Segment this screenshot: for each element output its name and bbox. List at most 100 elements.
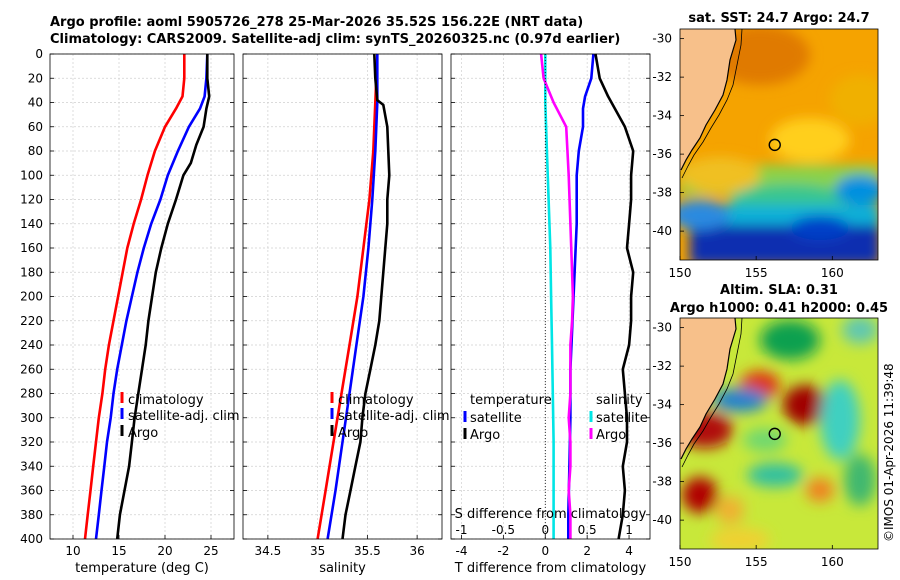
temperature-xtick-label: 10 — [65, 544, 80, 558]
sst-isobath — [681, 29, 743, 179]
sst-map-title: sat. SST: 24.7 Argo: 24.7 — [688, 11, 869, 26]
series-satellite-adj-clim — [326, 54, 379, 540]
difference-panel: -4 -2 0 2 4 T difference from climatology S di… — [450, 53, 651, 576]
sla-map-ytick-label: -36 — [652, 436, 672, 450]
sla-field — [680, 318, 878, 549]
depth-tick-label: 20 — [28, 71, 43, 85]
legend-label: satellite — [596, 411, 648, 426]
series-argo — [115, 54, 211, 540]
depth-tick-label: 240 — [20, 338, 43, 352]
salinity-xtick-label: 35 — [310, 544, 325, 558]
difference-frame — [450, 53, 651, 540]
s-diff-tick-label: -1 — [455, 523, 467, 537]
depth-tick-label: 340 — [20, 459, 43, 473]
series-climatology — [316, 53, 379, 540]
temperature-frame — [49, 53, 235, 540]
salinity-panel: 34.5 35 35.5 36 salinity climatologysatellite… — [242, 53, 450, 576]
sst-map: sat. SST: 24.7 Argo: 24.7 150 155 160-30-3 — [652, 11, 879, 280]
sst-map-xtick-label: 160 — [821, 266, 844, 280]
sst-map-ytick-label: -40 — [652, 224, 672, 238]
sst-map-ytick-label: -30 — [652, 32, 672, 46]
depth-tick-label: 400 — [20, 532, 43, 546]
sla-map: Altim. SLA: 0.31 Argo h1000: 0.41 h2000:… — [652, 283, 888, 569]
temperature-xtick-label: 15 — [111, 544, 126, 558]
sst-map-xtick-label: 155 — [745, 266, 768, 280]
depth-tick-label: 200 — [20, 290, 43, 304]
sst-coastline — [680, 29, 737, 171]
sla-map-ytick-label: -38 — [652, 475, 672, 489]
legend-label: satellite-adj. clim — [128, 409, 240, 424]
difference-xtick-label: 0 — [541, 544, 549, 558]
sla-coastline — [680, 318, 737, 460]
sst-map-ytick-label: -36 — [652, 147, 672, 161]
depth-tick-label: 160 — [20, 241, 43, 255]
salinity-xlabel: salinity — [319, 561, 366, 576]
series-s-argo — [539, 53, 575, 539]
sla-map-xtick-label: 160 — [821, 555, 844, 569]
sst-map-ytick-label: -38 — [652, 186, 672, 200]
legend-label: Argo — [596, 428, 626, 443]
difference-xtick-label: 2 — [583, 544, 591, 558]
depth-tick-label: 180 — [20, 265, 43, 279]
depth-tick-label: 280 — [20, 387, 43, 401]
sst-profile-marker — [768, 138, 781, 152]
sla-isobath — [681, 318, 743, 468]
depth-tick-label: 360 — [20, 484, 43, 498]
sla-map-title-2: Argo h1000: 0.41 h2000: 0.45 — [670, 301, 888, 316]
depth-tick-label: 0 — [35, 47, 43, 61]
copyright-text: ©IMOS 01-Apr-2026 11:39:48 — [882, 363, 896, 542]
depth-tick-label: 60 — [28, 120, 43, 134]
depth-tick-label: 120 — [20, 193, 43, 207]
difference-xtick-label: -2 — [497, 544, 509, 558]
salinity-xtick-label: 35.5 — [354, 544, 381, 558]
temperature-xtick-label: 25 — [203, 544, 218, 558]
s-diff-tick-label: -0.5 — [492, 523, 515, 537]
depth-tick-label: 140 — [20, 217, 43, 231]
depth-tick-label: 80 — [28, 144, 43, 158]
sla-land — [680, 318, 736, 461]
salinity-xtick-label: 36 — [409, 544, 424, 558]
s-diff-tick-label: 1 — [625, 523, 633, 537]
depth-tick-label: 300 — [20, 411, 43, 425]
depth-tick-label: 100 — [20, 168, 43, 182]
sst-map-ytick-label: -32 — [652, 70, 672, 84]
legend-label: Argo — [470, 428, 500, 443]
sst-land — [680, 29, 736, 172]
sla-map-ytick-label: -40 — [652, 513, 672, 527]
temperature-xlabel: temperature (deg C) — [75, 561, 209, 576]
sst-map-frame — [679, 28, 879, 261]
legend-salinity-title: salinity — [596, 393, 643, 408]
sla-map-ytick-label: -34 — [652, 398, 672, 412]
series-climatology — [83, 54, 186, 540]
sst-map-xtick-label: 150 — [669, 266, 692, 280]
series-argo — [341, 53, 391, 540]
legend-label: satellite-adj. clim — [338, 409, 450, 424]
depth-tick-label: 320 — [20, 435, 43, 449]
salinity-xtick-label: 34.5 — [255, 544, 282, 558]
temperature-xtick-label: 20 — [157, 544, 172, 558]
sst-map-ytick-label: -34 — [652, 109, 672, 123]
series-satellite-adj-clim — [94, 53, 209, 540]
sla-map-ytick-label: -32 — [652, 359, 672, 373]
depth-tick-label: 40 — [28, 96, 43, 110]
legend-label: climatology — [128, 393, 204, 408]
difference-xtick-label: -4 — [455, 544, 467, 558]
sla-map-title-1: Altim. SLA: 0.31 — [720, 283, 838, 298]
legend-label: Argo — [128, 426, 158, 441]
s-diff-xlabel: S difference from climatology — [455, 507, 647, 522]
title-line-1: Argo profile: aoml 5905726_278 25-Mar-20… — [50, 15, 584, 30]
depth-tick-label: 260 — [20, 362, 43, 376]
sla-map-xtick-label: 155 — [745, 555, 768, 569]
title-line-2: Climatology: CARS2009. Satellite-adj cli… — [50, 32, 621, 47]
salinity-frame — [242, 53, 443, 540]
difference-xtick-label: 4 — [625, 544, 633, 558]
sla-map-ytick-label: -30 — [652, 321, 672, 335]
s-diff-tick-label: 0 — [541, 523, 549, 537]
legend-label: Argo — [338, 426, 368, 441]
sla-map-xtick-label: 150 — [669, 555, 692, 569]
depth-tick-label: 380 — [20, 508, 43, 522]
sla-profile-marker — [768, 427, 781, 441]
chart-title: Argo profile: aoml 5905726_278 25-Mar-20… — [50, 14, 650, 48]
sla-map-frame — [679, 317, 879, 550]
